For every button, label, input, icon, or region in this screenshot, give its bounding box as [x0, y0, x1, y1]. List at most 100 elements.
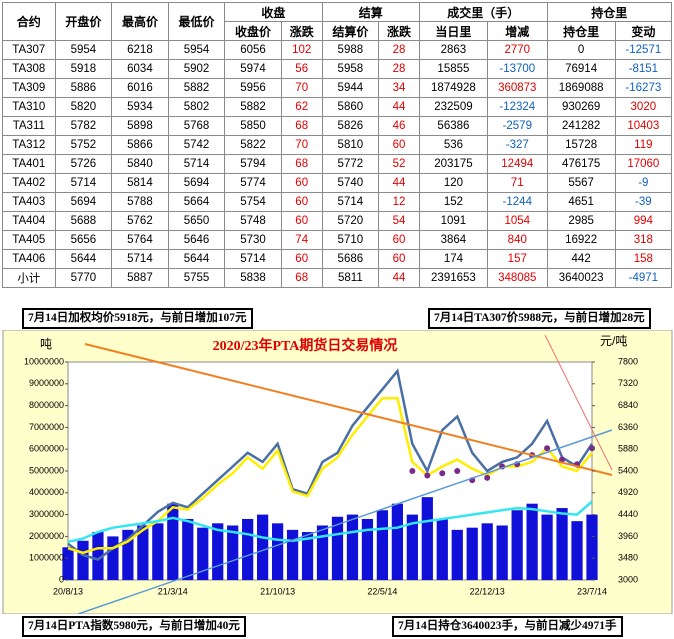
- table-cell: 12: [378, 192, 420, 212]
- table-cell: -13700: [486, 59, 548, 79]
- bar: [301, 532, 314, 580]
- table-cell: 小计: [2, 268, 56, 288]
- table-cell: 68: [280, 116, 323, 136]
- table-cell: -12571: [614, 40, 673, 60]
- table-cell: 5748: [224, 211, 282, 231]
- table-cell: 5752: [54, 135, 113, 155]
- table-cell: 5646: [167, 230, 226, 250]
- y2-tick-label: 6840: [618, 400, 638, 410]
- bar: [586, 514, 598, 580]
- bar: [242, 518, 254, 580]
- table-cell: 2985: [546, 211, 616, 231]
- table-row: TA403 5694 5788 5664 5754 60 5714 12 152 -1244 465…: [2, 192, 673, 212]
- bar: [197, 527, 209, 580]
- y2-tick-label: 3960: [618, 531, 638, 541]
- y-tick-label: 7000000: [29, 422, 64, 432]
- table-cell: 5954: [54, 40, 113, 60]
- bar: [511, 510, 523, 580]
- y2-axis-label: 元/吨: [600, 334, 627, 348]
- table-cell: 3640023: [546, 268, 616, 288]
- table-row: TA312 5752 5866 5742 5822 70 5810 60 536 -327 1572…: [2, 135, 673, 155]
- bar: [182, 518, 194, 580]
- header-cell: 变动: [614, 21, 673, 41]
- table-cell: 5650: [167, 211, 226, 231]
- table-cell: 5694: [54, 192, 113, 212]
- table-cell: 5794: [224, 154, 282, 174]
- table-cell: 5840: [111, 154, 169, 174]
- y-axis-label: 吨: [40, 337, 52, 351]
- table-cell: 5755: [167, 268, 226, 288]
- table-cell: TA311: [2, 116, 56, 136]
- header-cell: 收盘: [224, 2, 323, 22]
- table-cell: 5730: [224, 230, 282, 250]
- table-cell: 60: [378, 135, 420, 155]
- table-row: TA406 5644 5714 5644 5714 60 5686 60 174 157 442 15…: [2, 249, 673, 269]
- table-cell: 70: [280, 135, 323, 155]
- x-tick-label: 21/10/13: [260, 586, 295, 596]
- table-cell: 1874928: [418, 78, 488, 98]
- y-tick-label: 6000000: [29, 444, 64, 454]
- table-row: TA404 5688 5762 5650 5748 60 5720 54 1091 1054 298…: [2, 211, 673, 231]
- table-cell: 5944: [321, 78, 380, 98]
- table-cell: 4651: [546, 192, 616, 212]
- table-cell: 5754: [224, 192, 282, 212]
- table-cell: 12494: [486, 154, 548, 174]
- y-tick-label: 2000000: [29, 531, 64, 541]
- header-cell: 持仓里: [546, 2, 673, 22]
- table-cell: 44: [378, 173, 420, 193]
- header-cell: 最低价: [167, 2, 226, 41]
- table-cell: 46: [378, 116, 420, 136]
- marks: [62, 368, 598, 580]
- table-cell: 1054: [486, 211, 548, 231]
- table-cell: 5956: [224, 78, 282, 98]
- bar: [152, 523, 164, 580]
- table-cell: 152: [418, 192, 488, 212]
- bar: [286, 529, 299, 580]
- table-cell: 16922: [546, 230, 616, 250]
- table-cell: TA307: [2, 40, 56, 60]
- table-cell: 5644: [167, 249, 226, 269]
- header-cell: 涨跌: [378, 21, 420, 41]
- bar: [107, 536, 119, 580]
- bar: [571, 521, 583, 580]
- table-cell: -2579: [486, 116, 548, 136]
- table-cell: 5714: [224, 249, 282, 269]
- header-cell: 结算: [321, 2, 420, 22]
- table-cell: 5742: [167, 135, 226, 155]
- table-cell: 348085: [486, 268, 548, 288]
- table-cell: 5714: [111, 249, 169, 269]
- table-cell: 34: [378, 78, 420, 98]
- table-cell: 56386: [418, 116, 488, 136]
- chart-title: 2020/23年PTA期货日交易情况: [213, 337, 398, 354]
- table-cell: 56: [280, 59, 323, 79]
- table-cell: 74: [280, 230, 323, 250]
- bar: [451, 529, 463, 580]
- table-cell: 1869088: [546, 78, 616, 98]
- dot: [409, 468, 416, 474]
- table-cell: -39: [614, 192, 673, 212]
- table-cell: 5772: [321, 154, 380, 174]
- table-cell: -4971: [614, 268, 673, 288]
- header-cell: 合约: [2, 2, 56, 41]
- y-tick-label: 8000000: [29, 400, 64, 410]
- table-cell: 60: [280, 249, 323, 269]
- y2-tick-label: 7800: [618, 356, 638, 366]
- dot: [484, 474, 491, 481]
- bar: [167, 503, 179, 580]
- header-cell: 当日里: [418, 21, 488, 41]
- y2-tick-label: 3000: [618, 574, 638, 584]
- table-cell: 2391653: [418, 268, 488, 288]
- table-cell: 54: [378, 211, 420, 231]
- table-cell: -327: [486, 135, 548, 155]
- table-cell: 174: [418, 249, 488, 269]
- table-cell: 5664: [167, 192, 226, 212]
- table-cell: -8151: [614, 59, 673, 79]
- table-cell: 5886: [54, 78, 113, 98]
- table-cell: 5567: [546, 173, 616, 193]
- table-cell: 60: [280, 173, 323, 193]
- table-cell: TA405: [2, 230, 56, 250]
- dot: [424, 472, 431, 479]
- bar: [77, 540, 89, 580]
- header-cell: 增减: [486, 21, 548, 41]
